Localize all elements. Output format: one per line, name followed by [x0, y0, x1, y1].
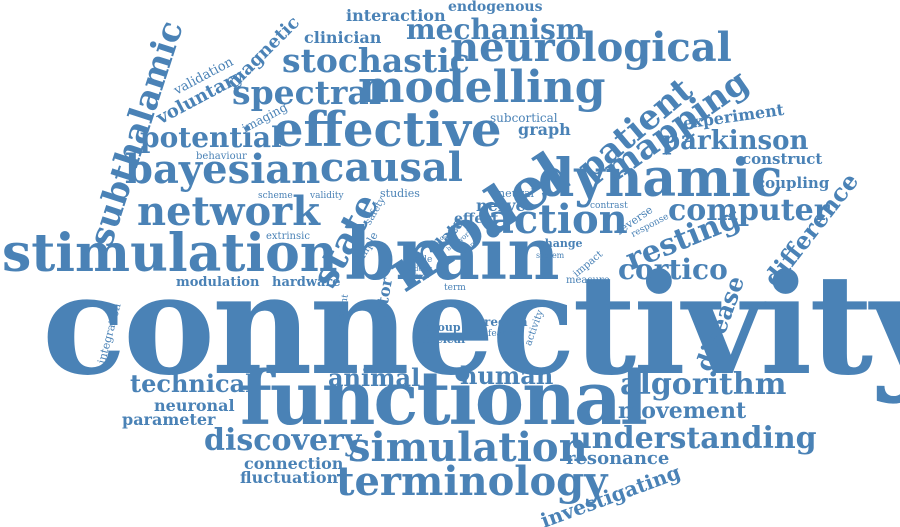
word-mechanism: mechanism	[406, 13, 586, 46]
word-effective: effective	[273, 102, 502, 158]
word-endogenous: endogenous	[448, 0, 543, 15]
word-group: group	[424, 321, 461, 334]
word-movement: movement	[618, 398, 747, 424]
word-animal: animal	[328, 363, 421, 392]
word-parameter: parameter	[122, 410, 216, 429]
word-measure: measure	[566, 275, 610, 286]
word-subcortical: subcortical	[490, 111, 558, 125]
word-validity: validity	[310, 191, 344, 201]
word-stochastic: stochastic	[282, 41, 470, 80]
word-resonance: resonance	[566, 448, 670, 469]
word-cortico: cortico	[618, 253, 728, 286]
word-extrinsic: extrinsic	[266, 231, 310, 242]
word-neural: neural	[498, 187, 535, 200]
word-hardware: hardware	[272, 275, 341, 290]
word-feasible: feasible	[488, 329, 524, 339]
word-modulation: modulation	[176, 275, 260, 290]
word-dynamic: dynamic	[538, 148, 783, 209]
word-neuronal: neuronal	[154, 396, 235, 415]
word-system: system	[536, 251, 565, 260]
word-stimulation: stimulation	[2, 223, 338, 284]
word-region: region	[484, 315, 528, 329]
word-contrast: contrast	[590, 201, 628, 211]
word-interaction: interaction	[346, 6, 446, 25]
word-bayesian: bayesian	[125, 146, 321, 193]
word-network: network	[137, 188, 320, 235]
word-functional: functional	[240, 356, 648, 442]
word-unclear: unclear	[420, 333, 467, 346]
word-understanding: understanding	[570, 421, 817, 456]
word-connection: connection	[244, 454, 344, 473]
word-scheme: scheme	[258, 191, 293, 201]
word-nerve: nerve	[476, 196, 526, 215]
word-potential: potential	[140, 121, 282, 154]
word-construct: construct	[742, 150, 823, 168]
word-brain: brain	[345, 211, 560, 296]
word-change: change	[538, 237, 583, 250]
word-algorithm: algorithm	[620, 367, 787, 402]
word-behaviour: behaviour	[196, 151, 247, 162]
word-dcms: dcms	[414, 265, 433, 273]
word-cost: cost	[440, 235, 453, 242]
word-action: action	[488, 196, 628, 243]
word-term: term	[444, 283, 466, 293]
word-parkinson: parkinson	[662, 126, 809, 156]
word-causal: causal	[320, 144, 463, 191]
word-coupling: coupling	[756, 174, 830, 192]
word-clinician: clinician	[304, 28, 382, 47]
word-computer: computer	[668, 193, 830, 228]
word-studies: studies	[380, 187, 420, 200]
word-discovery: discovery	[204, 423, 362, 458]
word-simulation: simulation	[348, 424, 588, 471]
word-graph: graph	[518, 120, 571, 139]
word-task: task	[416, 273, 429, 280]
word-neurological: neurological	[450, 24, 732, 71]
word-modelling: modelling	[358, 62, 606, 113]
word-human: human	[460, 361, 554, 390]
word-spectral: spectral	[232, 73, 382, 112]
word-effect: effect	[454, 211, 499, 227]
word-rule: rule	[414, 255, 433, 265]
word-connectivity: connectivity	[42, 243, 900, 406]
word-technical: technical	[130, 369, 255, 398]
word-fluctuation: fluctuation	[240, 468, 339, 487]
word-terminology: terminology	[336, 458, 608, 505]
